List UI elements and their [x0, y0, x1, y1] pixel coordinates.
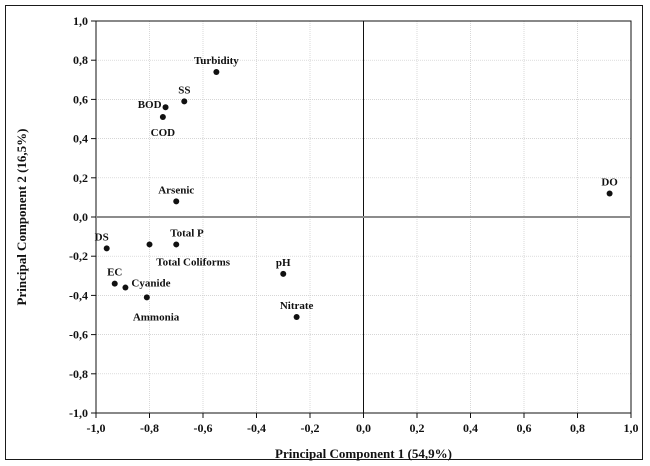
data-point — [122, 284, 129, 291]
point-label: SS — [178, 84, 190, 96]
point-label: Total Coliforms — [156, 256, 231, 268]
data-point — [280, 270, 287, 277]
x-tick-label: 0,0 — [356, 421, 371, 435]
x-tick-label: -0,2 — [301, 421, 320, 435]
x-tick-label: -0,8 — [140, 421, 159, 435]
point-label: Arsenic — [158, 184, 194, 196]
data-point — [181, 98, 188, 105]
y-tick-label: -0,2 — [69, 249, 88, 263]
data-point — [213, 68, 220, 75]
data-point — [173, 198, 180, 205]
point-label: DO — [601, 176, 618, 188]
point-label: DS — [95, 231, 109, 243]
x-tick-label: 0,2 — [410, 421, 425, 435]
point-label: Ammonia — [133, 311, 180, 323]
data-point — [146, 241, 153, 248]
point-label: BOD — [138, 99, 162, 111]
x-tick-label: -0,6 — [194, 421, 213, 435]
point-label: Nitrate — [280, 300, 314, 312]
data-point — [173, 241, 180, 248]
x-tick-label: -0,4 — [247, 421, 266, 435]
point-label: pH — [276, 257, 291, 269]
y-tick-label: 0,8 — [73, 53, 88, 67]
point-label: EC — [107, 267, 122, 279]
tick-labels: -1,0 -0,8 -0,6 -0,4 -0,2 0,0 0,2 0,4 0,6 0,8 1,0 1,… — [69, 14, 639, 435]
data-point — [103, 245, 110, 252]
x-tick-label: -1,0 — [87, 421, 106, 435]
y-tick-label: 0,0 — [73, 210, 88, 224]
point-label: COD — [151, 127, 176, 139]
y-tick-label: -1,0 — [69, 406, 88, 420]
data-point — [162, 104, 169, 111]
axes — [95, 20, 632, 414]
point-label: Cyanide — [131, 278, 170, 290]
data-point — [159, 114, 166, 121]
point-labels: Turbidity SS BOD COD Arsenic DS Total P Total C… — [95, 55, 619, 323]
data-point — [143, 294, 150, 301]
data-point — [293, 313, 300, 320]
x-tick-label: 0,8 — [570, 421, 585, 435]
data-point — [111, 280, 118, 287]
point-label: Total P — [170, 227, 204, 239]
y-tick-label: -0,6 — [69, 328, 88, 342]
y-tick-label: 1,0 — [73, 14, 88, 28]
y-tick-label: -0,8 — [69, 367, 88, 381]
x-tick-label: 0,6 — [517, 421, 532, 435]
data-point — [606, 190, 613, 197]
y-tick-label: -0,4 — [69, 288, 88, 302]
y-tick-label: 0,6 — [73, 92, 88, 106]
point-label: Turbidity — [194, 55, 239, 67]
y-axis-title: Principal Component 2 (16,5%) — [14, 129, 29, 306]
data-points — [103, 68, 613, 320]
x-tick-label: 1,0 — [624, 421, 639, 435]
y-tick-label: 0,4 — [73, 132, 88, 146]
x-axis-title: Principal Component 1 (54,9%) — [275, 446, 452, 461]
y-tick-label: 0,2 — [73, 171, 88, 185]
x-tick-label: 0,4 — [463, 421, 478, 435]
chart-frame — [5, 5, 643, 460]
